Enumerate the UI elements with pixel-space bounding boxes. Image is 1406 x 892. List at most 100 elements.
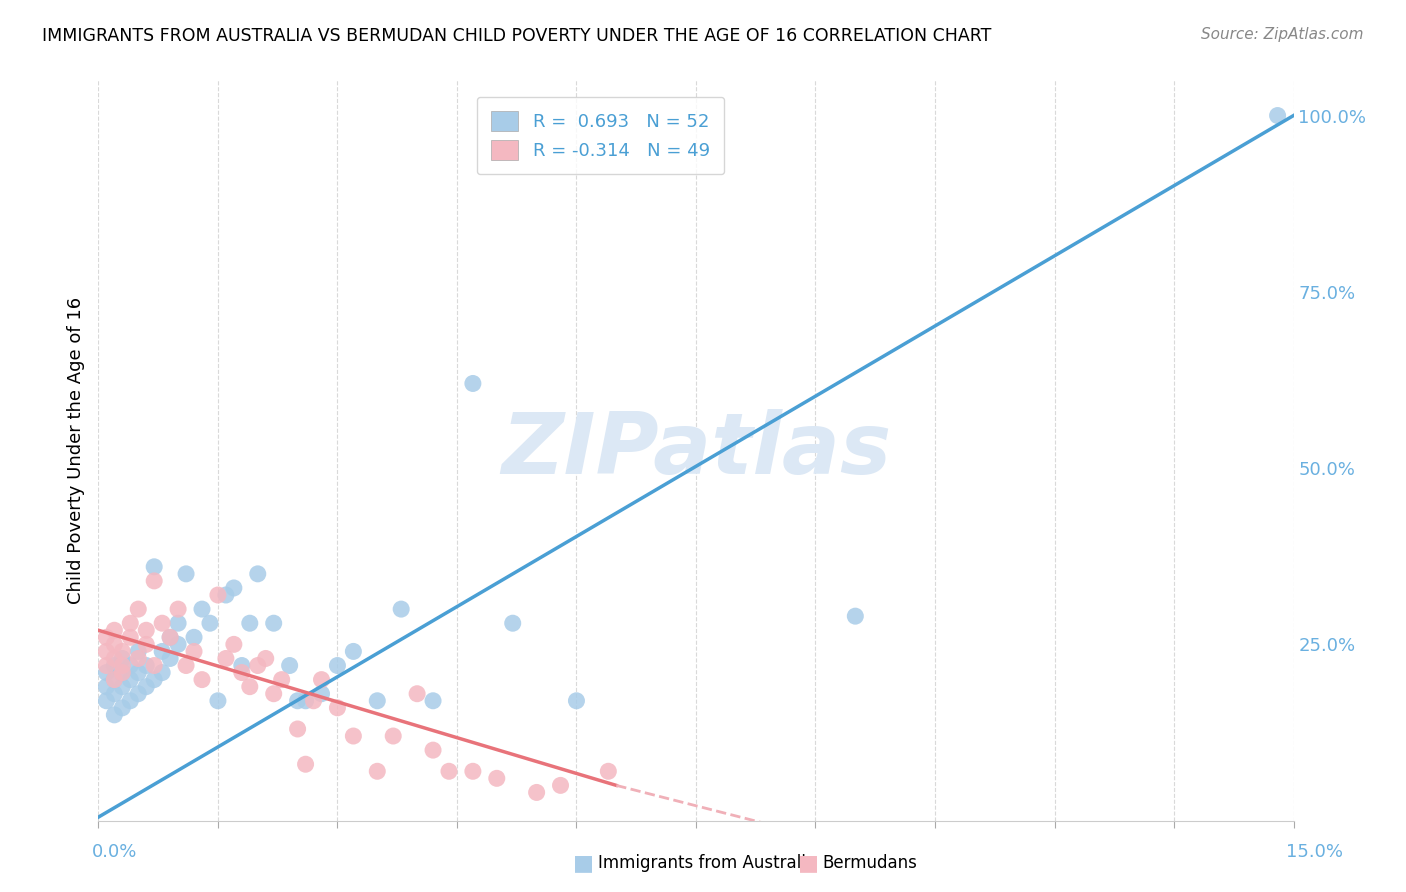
Point [103, 637, 125, 651]
Point [287, 722, 309, 736]
Point [127, 665, 149, 680]
Point [302, 694, 325, 708]
Point [263, 616, 285, 631]
Point [167, 616, 190, 631]
Point [278, 658, 301, 673]
Point [120, 616, 142, 631]
Point [191, 673, 214, 687]
Point [198, 616, 221, 631]
Point [135, 637, 157, 651]
Point [294, 694, 316, 708]
Point [127, 687, 149, 701]
Point [120, 673, 142, 687]
Point [389, 602, 412, 616]
Point [111, 665, 134, 680]
Point [96, 658, 118, 673]
Point [222, 581, 245, 595]
Point [120, 658, 142, 673]
Point [183, 644, 205, 658]
Point [1267, 109, 1289, 123]
Text: ■: ■ [799, 854, 818, 873]
Point [111, 680, 134, 694]
Point [120, 630, 142, 644]
Point [366, 694, 388, 708]
Text: Source: ZipAtlas.com: Source: ZipAtlas.com [1201, 27, 1364, 42]
Point [461, 376, 484, 391]
Point [311, 673, 333, 687]
Point [174, 658, 197, 673]
Point [342, 644, 364, 658]
Point [159, 651, 181, 665]
Point [135, 624, 157, 638]
Point [485, 772, 508, 786]
Point [246, 566, 269, 581]
Point [103, 658, 125, 673]
Point [96, 630, 118, 644]
Point [437, 764, 460, 779]
Point [143, 673, 166, 687]
Point [150, 665, 173, 680]
Point [103, 624, 125, 638]
Point [263, 687, 285, 701]
Point [550, 778, 572, 792]
Point [103, 687, 125, 701]
Point [143, 658, 166, 673]
Point [111, 651, 134, 665]
Point [231, 658, 253, 673]
Text: 0.0%: 0.0% [91, 843, 136, 861]
Point [167, 637, 190, 651]
Point [135, 658, 157, 673]
Point [111, 665, 134, 680]
Point [159, 630, 181, 644]
Point [96, 680, 118, 694]
Point [222, 637, 245, 651]
Point [239, 616, 262, 631]
Point [96, 665, 118, 680]
Point [461, 764, 484, 779]
Point [844, 609, 866, 624]
Point [120, 694, 142, 708]
Point [422, 743, 444, 757]
Point [167, 602, 190, 616]
Point [135, 680, 157, 694]
Point [366, 764, 388, 779]
Point [294, 757, 316, 772]
Point [382, 729, 405, 743]
Point [215, 588, 238, 602]
Point [127, 651, 149, 665]
Point [270, 673, 292, 687]
Text: Bermudans: Bermudans [823, 855, 917, 872]
Point [174, 566, 197, 581]
Point [502, 616, 524, 631]
Point [183, 630, 205, 644]
Point [111, 701, 134, 715]
Point [422, 694, 444, 708]
Point [598, 764, 620, 779]
Point [326, 658, 349, 673]
Text: ZIPatlas: ZIPatlas [501, 409, 891, 492]
Point [159, 630, 181, 644]
Point [406, 687, 429, 701]
Point [207, 694, 229, 708]
Point [246, 658, 269, 673]
Point [150, 616, 173, 631]
Point [103, 673, 125, 687]
Legend: R =  0.693   N = 52, R = -0.314   N = 49: R = 0.693 N = 52, R = -0.314 N = 49 [477, 96, 724, 175]
Text: Immigrants from Australia: Immigrants from Australia [598, 855, 815, 872]
Point [254, 651, 277, 665]
Point [526, 785, 548, 799]
Point [127, 602, 149, 616]
Point [326, 701, 349, 715]
Point [287, 694, 309, 708]
Text: ■: ■ [574, 854, 593, 873]
Point [231, 665, 253, 680]
Point [565, 694, 588, 708]
Point [207, 588, 229, 602]
Point [111, 644, 134, 658]
Point [103, 651, 125, 665]
Point [103, 673, 125, 687]
Point [127, 644, 149, 658]
Point [143, 574, 166, 588]
Point [96, 644, 118, 658]
Point [215, 651, 238, 665]
